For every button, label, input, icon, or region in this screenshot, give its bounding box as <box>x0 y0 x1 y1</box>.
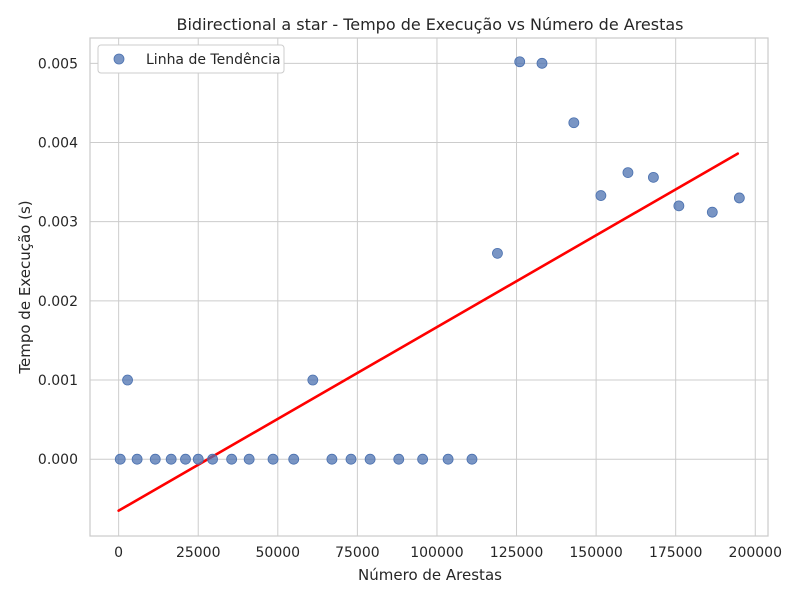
data-point <box>673 200 685 212</box>
trend-line <box>117 152 740 512</box>
data-point <box>417 453 429 465</box>
data-points <box>114 56 745 465</box>
legend-marker <box>113 53 125 65</box>
data-point <box>326 453 338 465</box>
y-axis-title: Tempo de Execução (s) <box>16 200 34 374</box>
trend-line-layer <box>117 152 740 512</box>
x-tick-label: 175000 <box>649 545 702 561</box>
x-tick-label: 100000 <box>410 545 463 561</box>
data-point <box>288 453 300 465</box>
data-point <box>733 192 745 204</box>
data-point <box>442 453 454 465</box>
data-point <box>595 190 607 201</box>
data-point <box>131 453 143 465</box>
data-point <box>192 453 204 465</box>
data-point <box>114 453 126 465</box>
y-tick-label: 0.005 <box>38 56 78 72</box>
data-point <box>226 453 238 465</box>
grid-lines <box>90 38 768 536</box>
data-point <box>345 453 357 465</box>
y-tick-label: 0.001 <box>38 373 78 389</box>
data-point <box>243 453 255 465</box>
data-point <box>648 171 659 183</box>
data-point <box>393 453 405 465</box>
x-axis-ticks: 0 25000 50000 75000 100000 125000 150000 175000… <box>114 545 782 561</box>
x-tick-label: 200000 <box>729 545 782 561</box>
x-tick-label: 25000 <box>176 545 221 561</box>
data-point <box>149 453 161 465</box>
data-point <box>466 453 478 465</box>
y-tick-label: 0.004 <box>38 136 78 152</box>
data-point <box>307 374 319 386</box>
data-point <box>267 453 279 465</box>
data-point <box>207 453 218 465</box>
data-point <box>364 453 376 465</box>
y-tick-label: 0.003 <box>38 215 78 231</box>
legend-box <box>97 44 285 74</box>
plot-area <box>89 37 769 537</box>
x-tick-label: 75000 <box>335 545 380 561</box>
legend-label: Linha de Tendência <box>146 52 281 68</box>
data-point <box>180 453 191 465</box>
data-point <box>568 117 580 129</box>
y-tick-label: 0.000 <box>38 452 78 468</box>
y-tick-label: 0.002 <box>38 294 78 310</box>
data-point <box>622 167 634 178</box>
data-point <box>122 374 133 386</box>
x-axis-title: Número de Arestas <box>358 566 502 584</box>
x-tick-label: 50000 <box>256 545 301 561</box>
x-tick-label: 125000 <box>490 545 543 561</box>
plot-border <box>89 37 769 537</box>
data-point <box>165 453 177 465</box>
data-point <box>492 247 503 259</box>
x-tick-label: 0 <box>114 545 123 561</box>
data-point <box>706 206 718 218</box>
chart-title: Bidirectional a star - Tempo de Execução… <box>176 15 683 34</box>
data-point <box>536 57 548 69</box>
data-point <box>514 56 526 68</box>
y-axis-ticks: 0.000 0.001 0.002 0.003 0.004 0.005 <box>38 56 78 468</box>
legend: Linha de Tendência <box>97 44 285 74</box>
x-tick-label: 150000 <box>569 545 622 561</box>
